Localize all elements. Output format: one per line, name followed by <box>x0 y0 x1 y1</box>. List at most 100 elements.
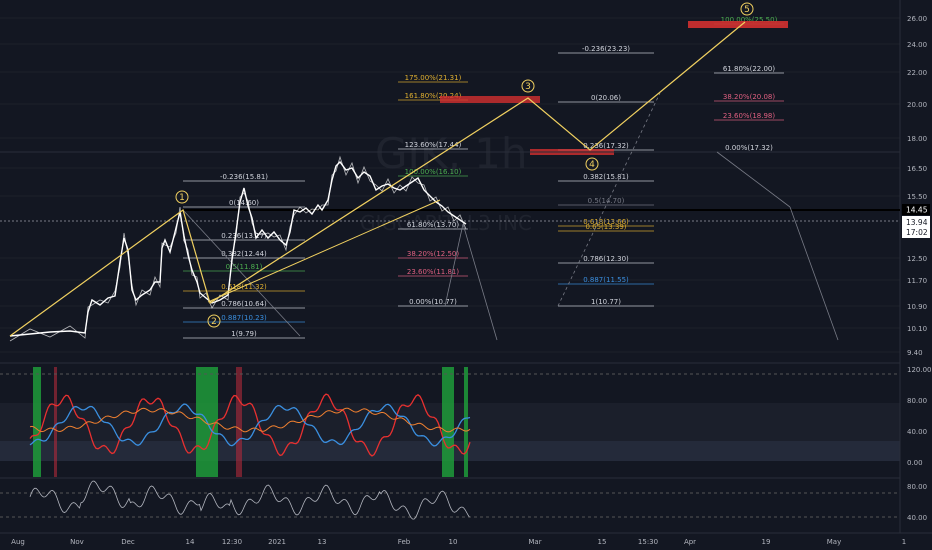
fib-label: 100.00%(25.50) <box>721 16 778 24</box>
fib-label: 0.00%(10.77) <box>409 298 457 306</box>
fib-label: 1(9.79) <box>231 330 257 338</box>
price-tick-label: 22.00 <box>907 69 927 77</box>
rsi-orange-line <box>29 407 471 433</box>
fib-label: 0.236(13.17) <box>221 232 267 240</box>
wave-label-circle <box>521 79 535 93</box>
wave-label-circle <box>740 2 754 16</box>
green-band <box>464 367 468 477</box>
fib-label: 0.786(12.30) <box>583 255 629 263</box>
fib-label: 38.20%(12.50) <box>407 250 459 258</box>
price-tick-label: 18.00 <box>907 135 927 143</box>
fib-label: 0.618(13.66) <box>583 218 629 226</box>
fib-label: -0.236(15.81) <box>220 173 268 181</box>
projection-lines <box>182 92 839 341</box>
price-tick-label: 16.50 <box>907 165 927 173</box>
fib-label: 161.80%(20.24) <box>405 92 462 100</box>
price-series-range <box>9 155 467 342</box>
fib-label: 61.80%(13.70) <box>407 221 459 229</box>
price-tick-label: 24.00 <box>907 41 927 49</box>
time-tick-label: Mar <box>528 538 541 546</box>
wave-label: 2 <box>211 317 217 327</box>
fib-label: 38.20%(20.08) <box>723 93 775 101</box>
countdown-value: 17:02 <box>906 228 928 237</box>
price-tick-label: 12.50 <box>907 255 927 263</box>
wave-labels: 1 2 3 4 5 <box>175 2 754 328</box>
red-band <box>54 367 57 477</box>
rsi-tick-label: 40.00 <box>907 428 927 436</box>
fib-label: 100.00%(16.10) <box>405 168 462 176</box>
fib-label: 0.5(11.81) <box>226 263 263 271</box>
wave-label: 4 <box>589 160 595 170</box>
fib-label: 0.786(10.64) <box>221 300 267 308</box>
wave-label-circle <box>175 190 189 204</box>
time-tick-label: 10 <box>449 538 458 546</box>
rsi-tick-label: 80.00 <box>907 397 927 405</box>
fib-label: 0.236(17.32) <box>583 142 629 150</box>
fib-label: 0.382(15.81) <box>583 173 629 181</box>
fib-label: 1(10.77) <box>591 298 621 306</box>
green-band <box>442 367 454 477</box>
price-tick-label: 9.40 <box>907 349 923 357</box>
red-target-zone <box>688 21 788 28</box>
price-tick-label: 15.50 <box>907 193 927 201</box>
price-tick-label: 11.70 <box>907 277 927 285</box>
fib-label: 23.60%(11.81) <box>407 268 459 276</box>
rsi-axis[interactable]: 120.00 80.00 40.00 0.00 <box>907 366 932 467</box>
wave-label: 1 <box>179 193 185 203</box>
time-tick-label: Apr <box>684 538 696 546</box>
secondary-price-tag <box>902 216 930 238</box>
fib-label: 0.887(11.55) <box>583 276 629 284</box>
green-band <box>33 367 41 477</box>
wave-label: 3 <box>525 82 531 92</box>
time-tick-label: Feb <box>398 538 411 546</box>
price-tick-label: 10.10 <box>907 325 927 333</box>
secondary-price-value: 13.94 <box>906 218 928 227</box>
time-tick-label: 2021 <box>268 538 286 546</box>
time-tick-label: Dec <box>121 538 135 546</box>
current-price-value: 14.45 <box>906 206 928 215</box>
oscillator-line <box>29 480 470 520</box>
fib-label: 0.00%(17.32) <box>725 144 773 152</box>
rsi-tick-label: 0.00 <box>907 459 923 467</box>
fib-label: 0.887(10.23) <box>221 314 267 322</box>
elliott-wave-line <box>9 21 746 337</box>
trend-line <box>207 199 441 303</box>
osc-tick-label: 40.00 <box>907 514 927 522</box>
watermark-symbol: GIK, 1h <box>375 129 528 178</box>
time-tick-label: Aug <box>11 538 25 546</box>
price-axis[interactable]: 26.00 24.00 22.00 20.00 18.00 16.50 15.50 12.50… <box>907 15 927 357</box>
time-tick-label: 15 <box>598 538 607 546</box>
fib-label: 23.60%(18.98) <box>723 112 775 120</box>
fib-label: 0.382(12.44) <box>221 250 267 258</box>
fib-label: 0(20.06) <box>591 94 621 102</box>
time-tick-label: Nov <box>70 538 84 546</box>
fib-label: 0.65(13.39) <box>585 223 626 231</box>
time-tick-label: May <box>827 538 841 546</box>
oscillator-axis[interactable]: 80.00 40.00 <box>907 483 927 522</box>
fib-label: 0.618(11.32) <box>221 283 267 291</box>
rsi-blue-line <box>29 403 471 447</box>
time-tick-label: 15:30 <box>638 538 658 546</box>
time-tick-label: 13 <box>318 538 327 546</box>
wave-label-circle <box>585 157 599 171</box>
osc-tick-label: 80.00 <box>907 483 927 491</box>
wave-label-circle <box>207 314 221 328</box>
price-tick-label: 10.90 <box>907 303 927 311</box>
fib-label: 175.00%(21.31) <box>405 74 462 82</box>
red-band <box>236 367 242 477</box>
fib-label: -0.236(23.23) <box>582 45 630 53</box>
time-tick-label: 14 <box>186 538 195 546</box>
price-tick-label: 26.00 <box>907 15 927 23</box>
time-tick-label: 1 <box>902 538 906 546</box>
wave-label: 5 <box>744 5 750 15</box>
time-axis[interactable]: Aug Nov Dec 14 12:30 2021 13 Feb 10 Mar 15 15:30 Apr… <box>11 538 906 546</box>
time-tick-label: 12:30 <box>222 538 242 546</box>
rsi-tick-label: 120.00 <box>907 366 932 374</box>
red-target-zone <box>440 96 540 103</box>
fib-label: 123.60%(17.44) <box>405 141 462 149</box>
rsi-red-line <box>29 393 471 457</box>
fib-label: 0(14.60) <box>229 199 259 207</box>
fib-label: 61.80%(22.00) <box>723 65 775 73</box>
price-tick-label: 20.00 <box>907 101 927 109</box>
